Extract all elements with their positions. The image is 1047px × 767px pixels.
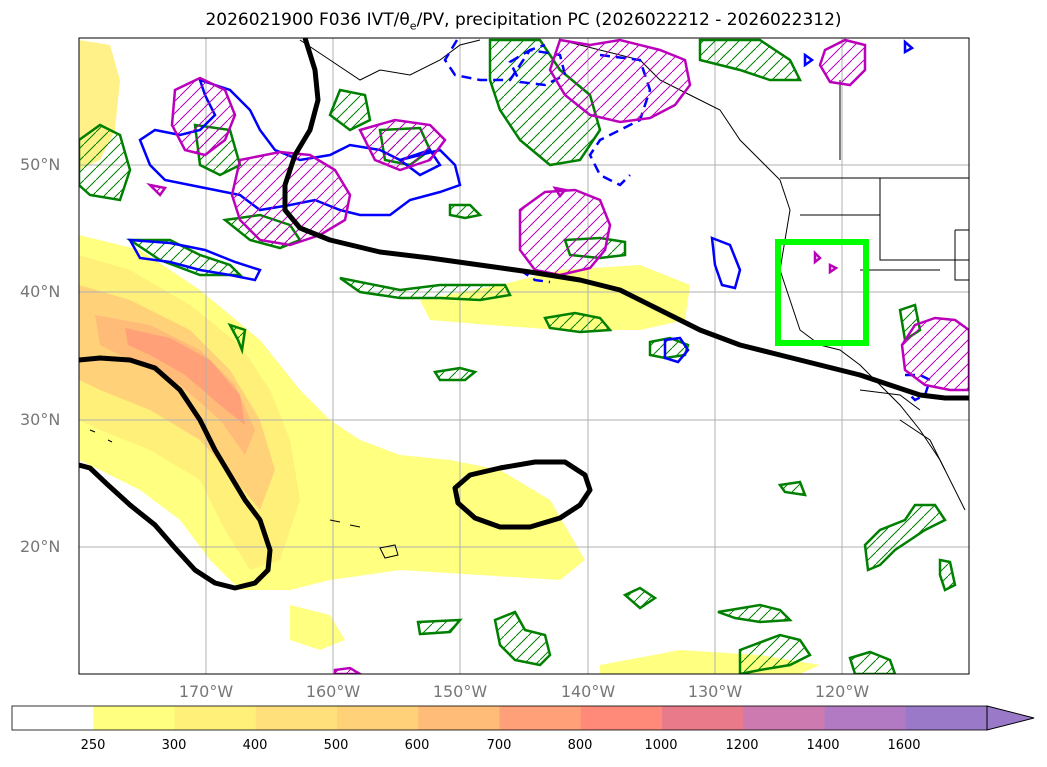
colorbar-cell [824,706,907,730]
colorbar-tick-label: 500 [323,738,349,753]
colorbar-tick-label: 600 [404,738,430,753]
colorbar-tick-label: 300 [161,738,187,753]
region-box [775,239,869,346]
colorbar-tick-label: 400 [242,738,268,753]
lon-label-120w: 120°W [814,682,870,701]
colorbar-cell [499,706,582,730]
lat-label-20n: 20°N [20,537,61,556]
colorbar-cell [580,706,663,730]
colorbar-tick-label: 250 [80,738,106,753]
colorbar-cell [93,706,175,730]
lat-label-40n: 40°N [20,282,61,301]
colorbar-tick-label: 1400 [806,738,840,753]
map-title: 2026021900 F036 IVT/θe/PV, precipitation… [205,10,842,33]
map-frame [78,37,970,675]
map-plot-area [79,38,969,674]
colorbar-tick-label: 1200 [725,738,759,753]
colorbar-outline [11,705,988,731]
colorbar [11,705,1035,731]
colorbar-tick-label: 1000 [644,738,678,753]
lon-label-150w: 150°W [432,682,488,701]
lon-label-130w: 130°W [687,682,743,701]
colorbar-cell [418,706,500,730]
colorbar-cell [12,706,94,730]
lat-label-30n: 30°N [20,410,61,429]
colorbar-extend-arrow [986,705,1035,731]
lon-label-170w: 170°W [178,682,234,701]
colorbar-cell [337,706,419,730]
colorbar-tick-label: 700 [486,738,512,753]
lon-label-160w: 160°W [305,682,361,701]
lat-label-50n: 50°N [20,155,61,174]
colorbar-cell [743,706,825,730]
lon-label-140w: 140°W [560,682,616,701]
colorbar-cell [174,706,257,730]
pv-contours [79,38,969,591]
colorbar-cell [255,706,338,730]
colorbar-tick-label: 1600 [887,738,921,753]
colorbar-tick-label: 800 [567,738,593,753]
colorbar-cell [905,706,988,730]
theta-e-anomaly-contours [146,38,969,674]
colorbar-cell [662,706,744,730]
